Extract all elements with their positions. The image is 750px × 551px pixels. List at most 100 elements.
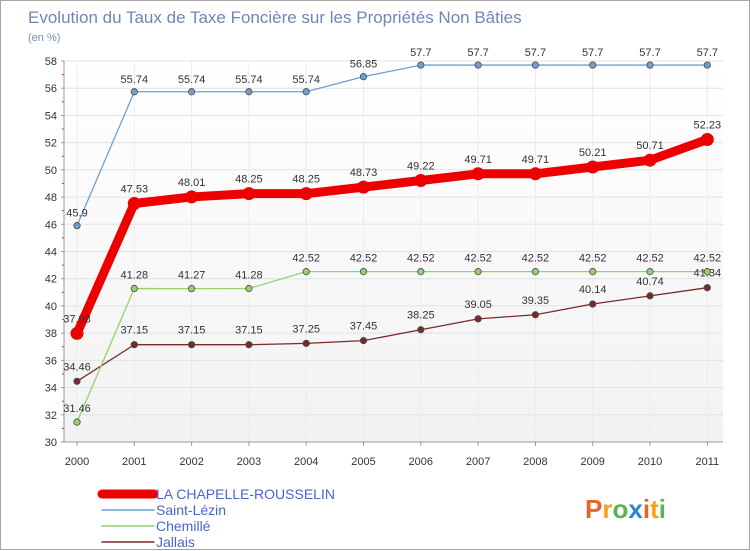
- x-tick-label: 2003: [237, 456, 261, 468]
- data-point: [359, 337, 368, 345]
- data-point: [474, 315, 482, 323]
- data-point: [357, 180, 370, 194]
- y-tick-label: 58: [45, 56, 57, 68]
- data-point: [73, 222, 81, 230]
- y-tick-label: 46: [45, 219, 57, 231]
- data-label: 42.52: [464, 253, 492, 265]
- data-point: [359, 268, 368, 276]
- logo-letter: i: [643, 494, 650, 524]
- data-point: [528, 167, 542, 181]
- data-label: 57.7: [467, 47, 488, 59]
- data-label: 37.45: [350, 321, 378, 333]
- series-1: [73, 61, 711, 230]
- y-tick-label: 50: [45, 165, 57, 177]
- data-label: 41.34: [694, 268, 722, 280]
- data-point: [185, 190, 199, 204]
- data-label: 37.98: [63, 313, 91, 325]
- data-point: [646, 61, 654, 69]
- data-point: [589, 268, 597, 276]
- data-label: 34.46: [63, 361, 91, 373]
- data-label: 57.7: [410, 47, 431, 59]
- data-point: [359, 73, 368, 81]
- data-label: 38.25: [407, 310, 435, 322]
- x-tick-label: 2005: [351, 456, 375, 468]
- y-tick-label: 34: [45, 383, 57, 395]
- data-label: 42.52: [407, 253, 435, 265]
- data-label: 39.35: [522, 295, 550, 307]
- data-label: 55.74: [292, 74, 320, 86]
- series-group: [70, 61, 714, 426]
- data-point: [531, 311, 540, 319]
- data-point: [299, 187, 313, 201]
- logo-text: Proxiti: [585, 494, 666, 524]
- data-point: [242, 187, 256, 201]
- data-point: [474, 268, 482, 276]
- data-point: [643, 153, 657, 167]
- series-3: [73, 284, 711, 385]
- y-tick-label: 32: [45, 410, 57, 422]
- x-tick-label: 2008: [523, 456, 547, 468]
- data-point: [188, 341, 196, 349]
- data-point: [414, 173, 428, 187]
- y-tick-label: 56: [45, 83, 57, 95]
- x-tick-label: 2004: [294, 456, 318, 468]
- data-label: 40.74: [636, 276, 664, 288]
- series-line: [76, 64, 708, 227]
- data-label: 45.9: [66, 208, 87, 220]
- data-point: [703, 268, 711, 276]
- data-label: 55.74: [121, 74, 149, 86]
- data-label: 47.53: [121, 183, 149, 195]
- data-label: 37.15: [235, 325, 263, 337]
- data-label: 42.52: [579, 253, 607, 265]
- data-label: 42.52: [350, 253, 378, 265]
- data-label: 57.7: [639, 47, 660, 59]
- unit-label: (en %): [28, 32, 60, 44]
- data-point: [245, 284, 253, 293]
- data-point: [302, 268, 310, 276]
- data-point: [245, 88, 253, 96]
- data-point: [531, 268, 540, 276]
- data-label: 49.22: [407, 160, 435, 172]
- data-point: [417, 268, 425, 276]
- x-tick-label: 2011: [695, 456, 719, 468]
- data-label: 50.21: [579, 147, 607, 159]
- y-tick-label: 38: [45, 328, 57, 340]
- data-point: [646, 292, 654, 300]
- x-tick-label: 2001: [122, 456, 146, 468]
- data-label: 41.28: [235, 270, 263, 282]
- legend-label: Chemillé: [156, 518, 211, 534]
- chart-title: Evolution du Taux de Taxe Foncière sur l…: [28, 8, 522, 27]
- data-label: 39.05: [464, 299, 492, 311]
- data-label: 42.52: [522, 253, 550, 265]
- x-tick-label: 2010: [638, 456, 662, 468]
- series-line: [76, 287, 708, 382]
- data-labels: 34.46 37.15 37.15 37.15 37.25 37.45 38.25 39.05…: [63, 47, 721, 415]
- data-point: [589, 300, 597, 308]
- data-label: 50.71: [636, 140, 664, 152]
- data-label: 41.28: [121, 270, 149, 282]
- series-2: [73, 268, 711, 426]
- data-label: 55.74: [235, 74, 263, 86]
- logo-letter: P: [585, 494, 602, 524]
- series-0: [70, 133, 714, 340]
- data-point: [474, 61, 482, 69]
- data-point: [70, 326, 84, 340]
- x-tick-label: 2009: [580, 456, 604, 468]
- data-point: [302, 339, 310, 347]
- data-label: 37.15: [178, 325, 206, 337]
- data-point: [417, 326, 425, 334]
- x-tick-label: 2006: [409, 456, 433, 468]
- legend: LA CHAPELLE-ROUSSELINSaint-LézinChemillé…: [97, 486, 335, 550]
- data-label: 42.52: [292, 253, 320, 265]
- data-label: 57.7: [525, 47, 546, 59]
- data-point: [188, 285, 196, 293]
- x-tick-label: 2000: [65, 456, 89, 468]
- data-point: [586, 160, 600, 174]
- data-label: 57.7: [582, 47, 603, 59]
- data-label: 52.23: [694, 120, 722, 132]
- data-point: [646, 268, 654, 276]
- data-label: 48.73: [350, 167, 378, 179]
- data-point: [589, 61, 597, 69]
- y-tick-label: 48: [45, 192, 57, 204]
